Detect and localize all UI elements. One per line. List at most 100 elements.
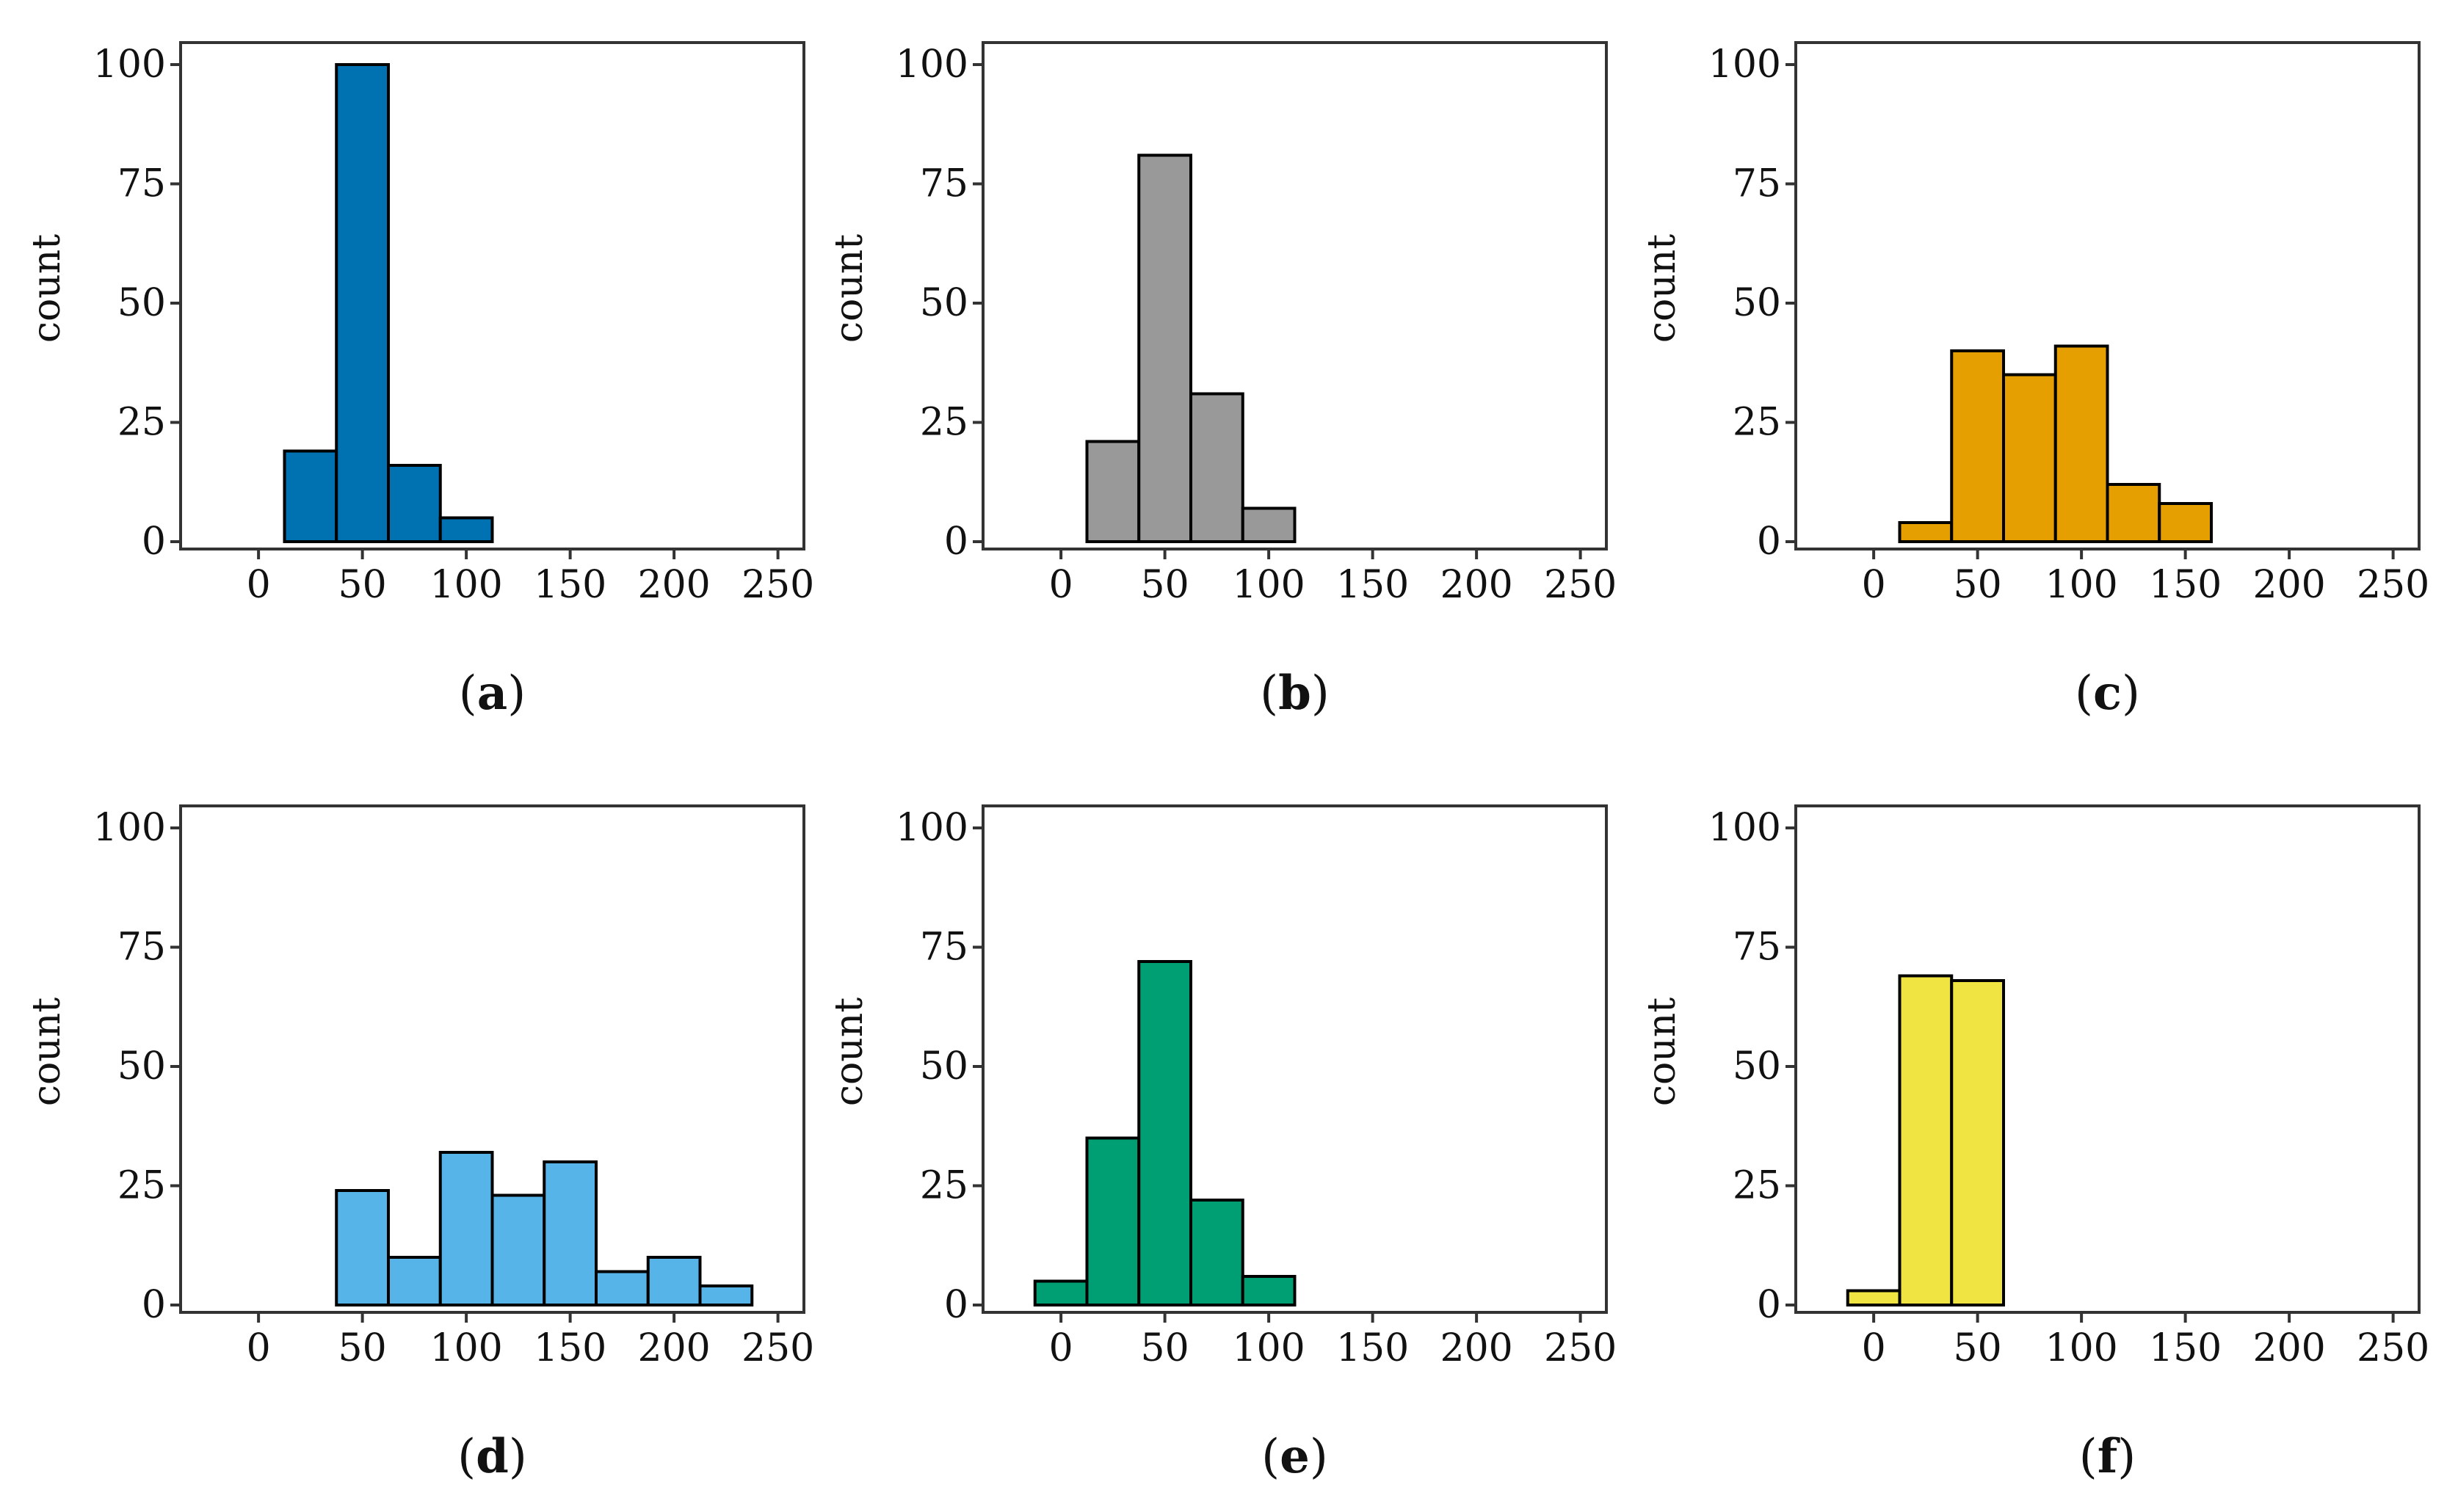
y-axis-label: count <box>25 234 69 343</box>
bar <box>387 1256 442 1306</box>
bar <box>1189 1199 1244 1306</box>
y-tick-label: 0 <box>944 1283 968 1327</box>
y-tick-label: 25 <box>1733 1164 1781 1208</box>
y-axis-label: count <box>827 997 871 1106</box>
plot-frame <box>1794 41 2421 550</box>
bar <box>2158 502 2213 543</box>
caption-open-paren: ( <box>1261 1430 1280 1484</box>
bar <box>1898 521 1954 543</box>
caption-letter: e <box>1280 1429 1310 1484</box>
x-tick-label: 0 <box>247 563 271 607</box>
x-tick-label: 200 <box>1440 563 1512 607</box>
bar <box>1241 1275 1297 1306</box>
y-tick-label: 0 <box>142 1283 166 1327</box>
x-tick-label: 250 <box>742 1326 814 1370</box>
y-tick-label: 50 <box>920 1044 968 1088</box>
panel-caption: (c) <box>2075 666 2140 721</box>
plot-frame <box>982 41 1608 550</box>
bar <box>1085 440 1141 543</box>
bar <box>543 1160 598 1306</box>
bar <box>438 1151 494 1306</box>
caption-close-paren: ) <box>1310 1430 1328 1484</box>
caption-close-paren: ) <box>2122 666 2140 721</box>
bar <box>1085 1136 1141 1306</box>
caption-letter: a <box>477 666 507 721</box>
caption-open-paren: ( <box>1260 666 1278 721</box>
bar <box>387 464 442 543</box>
panel-c: 0 25 50 75 100 0 50 100 150 200 250 count (c) <box>1640 41 2429 721</box>
y-tick-label: 100 <box>93 43 166 87</box>
x-tick-label: 50 <box>338 1326 387 1370</box>
x-tick-label: 100 <box>1232 1326 1305 1370</box>
y-tick-label: 100 <box>93 806 166 850</box>
caption-letter: f <box>2098 1429 2120 1484</box>
x-tick-label: 0 <box>1049 563 1073 607</box>
bar <box>1189 392 1244 543</box>
y-tick-label: 0 <box>142 520 166 564</box>
caption-close-paren: ) <box>1311 666 1330 721</box>
x-tick-label: 200 <box>1440 1326 1512 1370</box>
bar <box>2002 373 2057 543</box>
y-tick-label: 75 <box>117 162 166 206</box>
y-tick-label: 100 <box>1708 806 1781 850</box>
y-tick-label: 50 <box>1733 281 1781 325</box>
caption-close-paren: ) <box>2117 1430 2136 1484</box>
bar <box>283 449 338 543</box>
y-tick-label: 50 <box>1733 1044 1781 1088</box>
caption-open-paren: ( <box>457 1430 476 1484</box>
plot-frame <box>1794 804 2421 1314</box>
caption-close-paren: ) <box>509 1430 527 1484</box>
y-tick-label: 25 <box>117 1164 166 1208</box>
x-tick-label: 250 <box>742 563 814 607</box>
panel-a: 0 25 50 75 100 0 50 100 150 200 250 count (a) <box>25 41 814 721</box>
y-tick-label: 100 <box>896 43 968 87</box>
bar <box>1241 506 1297 543</box>
panel-e: 0 25 50 75 100 0 50 100 150 200 250 count (e) <box>827 804 1617 1484</box>
y-axis-label: count <box>827 234 871 343</box>
x-tick-label: 200 <box>2252 563 2325 607</box>
caption-open-paren: ( <box>2079 1430 2098 1484</box>
y-tick-label: 25 <box>920 1164 968 1208</box>
x-tick-label: 150 <box>534 563 606 607</box>
bar <box>2106 483 2161 543</box>
x-tick-label: 250 <box>1544 1326 1617 1370</box>
y-axis-label: count <box>1640 234 1684 343</box>
x-tick-label: 250 <box>2357 1326 2429 1370</box>
y-tick-label: 0 <box>1757 1283 1781 1327</box>
y-tick-label: 75 <box>1733 162 1781 206</box>
caption-letter: d <box>476 1429 509 1484</box>
y-tick-label: 100 <box>896 806 968 850</box>
y-tick-label: 0 <box>1757 520 1781 564</box>
bar <box>490 1193 546 1306</box>
plot-frame <box>179 804 805 1314</box>
panel-caption: (b) <box>1260 666 1330 721</box>
bar <box>1846 1289 1901 1306</box>
x-tick-label: 100 <box>429 563 502 607</box>
x-tick-label: 0 <box>247 1326 271 1370</box>
x-tick-label: 0 <box>1049 1326 1073 1370</box>
plot-frame <box>179 41 805 550</box>
y-tick-label: 75 <box>920 162 968 206</box>
caption-letter: c <box>2093 666 2122 721</box>
x-tick-label: 0 <box>1862 1326 1886 1370</box>
x-tick-label: 50 <box>1141 563 1189 607</box>
x-tick-label: 100 <box>1232 563 1305 607</box>
bar <box>2053 344 2109 543</box>
x-tick-label: 50 <box>1954 563 2002 607</box>
bar <box>335 1189 390 1306</box>
bar <box>1898 974 1954 1306</box>
x-tick-label: 250 <box>1544 563 1617 607</box>
caption-letter: b <box>1278 666 1311 721</box>
y-tick-label: 75 <box>117 926 166 970</box>
x-tick-label: 100 <box>2045 1326 2117 1370</box>
bar <box>1950 349 2005 543</box>
panel-caption: (a) <box>459 666 526 721</box>
y-tick-label: 75 <box>1733 926 1781 970</box>
y-axis-label: count <box>25 997 69 1106</box>
y-tick-label: 50 <box>920 281 968 325</box>
y-tick-label: 50 <box>117 1044 166 1088</box>
panel-caption: (f) <box>2079 1429 2136 1484</box>
bar <box>335 63 390 543</box>
x-tick-label: 100 <box>2045 563 2117 607</box>
